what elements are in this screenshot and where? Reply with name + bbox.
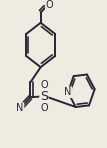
Text: N: N xyxy=(64,87,72,97)
Text: O: O xyxy=(40,80,48,90)
Text: S: S xyxy=(40,90,48,103)
Text: N: N xyxy=(16,103,23,113)
Text: O: O xyxy=(46,0,54,10)
Text: O: O xyxy=(40,103,48,113)
